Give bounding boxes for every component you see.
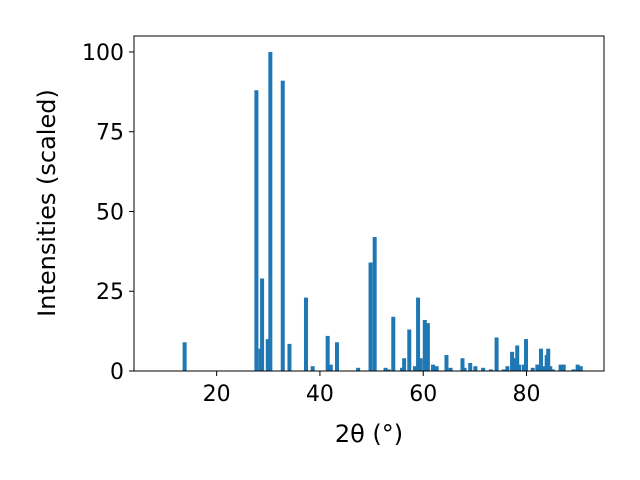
- bar: [473, 366, 478, 371]
- x-tick-label: 80: [513, 382, 541, 407]
- bar: [303, 297, 308, 371]
- x-tick-label: 40: [306, 382, 334, 407]
- bar: [412, 366, 417, 371]
- bar: [325, 335, 330, 371]
- bar: [488, 369, 493, 371]
- x-tick-label: 60: [409, 382, 437, 407]
- bar: [448, 367, 453, 371]
- bar: [481, 367, 486, 371]
- y-tick-label: 25: [96, 280, 124, 305]
- bar: [546, 348, 551, 371]
- bar: [535, 364, 540, 371]
- bar: [460, 358, 465, 371]
- bar: [571, 369, 576, 371]
- bar: [538, 348, 543, 371]
- y-tick-label: 75: [96, 121, 124, 146]
- bar: [515, 345, 520, 371]
- bar: [561, 364, 566, 371]
- bar: [444, 355, 449, 371]
- bar: [407, 329, 412, 371]
- bar: [517, 364, 522, 371]
- bar: [383, 367, 388, 371]
- bar: [431, 364, 436, 371]
- bar-group: [182, 51, 583, 372]
- bar: [268, 51, 273, 371]
- bar: [425, 323, 430, 371]
- bar: [510, 351, 515, 371]
- bar: [513, 358, 518, 371]
- bar: [422, 319, 427, 371]
- y-tick-label: 0: [110, 360, 124, 385]
- y-axis-ticks: 0 25 50 75 100: [82, 41, 134, 385]
- y-tick-label: 50: [96, 200, 124, 225]
- bar: [548, 366, 553, 371]
- y-tick-label: 100: [82, 41, 124, 66]
- bar: [524, 339, 529, 371]
- bar: [530, 367, 535, 371]
- bar: [402, 358, 407, 371]
- bar: [334, 342, 339, 371]
- bar: [416, 297, 421, 371]
- bar: [468, 363, 473, 371]
- bar: [558, 364, 563, 371]
- bar: [356, 367, 361, 371]
- bar: [542, 366, 547, 371]
- bar: [505, 366, 510, 371]
- x-tick-label: 20: [203, 382, 231, 407]
- bar: [400, 367, 405, 371]
- x-axis-ticks: 20 40 60 80: [203, 371, 541, 407]
- bar: [372, 237, 377, 371]
- bar: [265, 339, 270, 371]
- bar: [575, 364, 580, 371]
- bar: [254, 90, 259, 372]
- plot-frame: [133, 35, 605, 372]
- bar: [550, 369, 555, 371]
- x-axis-label: 2θ (°): [335, 420, 403, 448]
- bar: [386, 369, 391, 371]
- bar: [280, 80, 285, 372]
- bar: [368, 262, 373, 371]
- bar: [391, 316, 396, 371]
- bar: [418, 358, 423, 371]
- bar: [501, 369, 506, 371]
- bar: [260, 278, 265, 371]
- bar: [328, 364, 333, 371]
- bar: [578, 366, 583, 371]
- bar: [462, 367, 467, 371]
- y-axis-label: Intensities (scaled): [33, 89, 61, 317]
- bar: [287, 343, 292, 371]
- bar: [310, 366, 315, 371]
- bar: [494, 337, 499, 371]
- bar: [521, 364, 526, 371]
- bar: [182, 342, 187, 371]
- bar: [434, 366, 439, 371]
